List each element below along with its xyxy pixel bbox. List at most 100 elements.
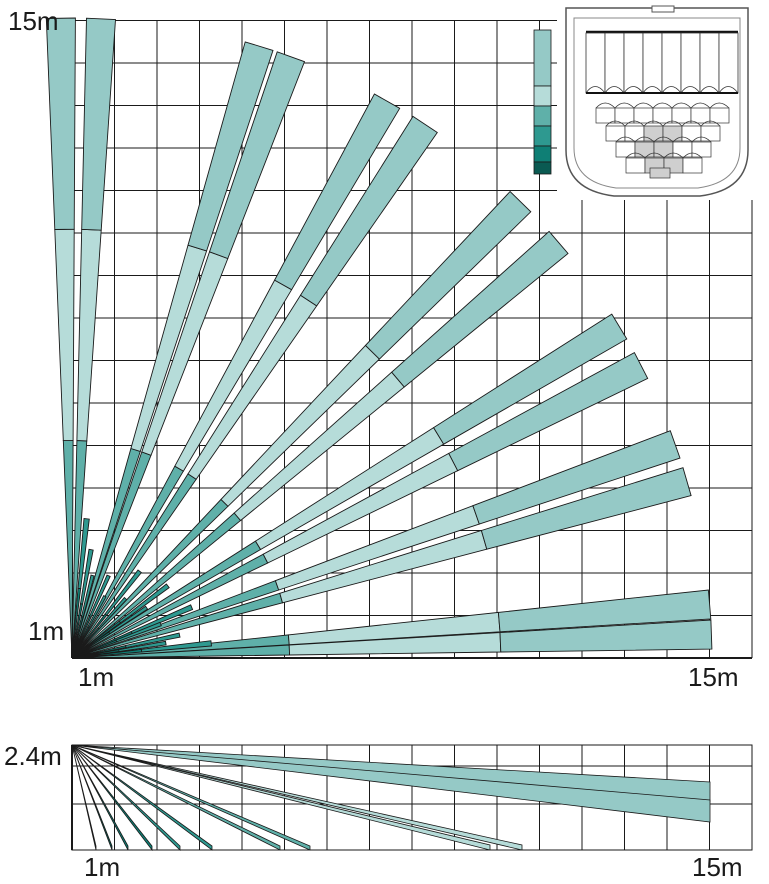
beam-segment-close-outer <box>130 604 194 635</box>
legend-swatch <box>533 85 552 107</box>
lens-zone-cell <box>595 107 616 124</box>
lens-zone-arc <box>634 136 655 143</box>
side-x-max-label: 15m <box>692 852 743 882</box>
beam-segment-close-outer <box>115 621 162 643</box>
color-legend <box>533 29 552 175</box>
beam-segment-far <box>81 17 116 231</box>
lens-facet <box>585 32 606 94</box>
legend-swatch <box>533 105 552 127</box>
lens-zone-cell <box>682 157 703 174</box>
lens-center-cell <box>649 167 671 179</box>
lens-inner-outline <box>573 17 741 189</box>
lens-facet-arc <box>642 86 663 94</box>
beam-segment-far <box>391 230 569 388</box>
lens-zone-cell <box>690 107 711 124</box>
lens-facet <box>661 32 682 94</box>
beam-segment-far <box>448 351 649 472</box>
side-x-min-label: 1m <box>84 852 120 882</box>
lens-zone-arc <box>681 120 702 127</box>
lens-zone-arc <box>615 136 636 143</box>
lens-zone-cell <box>691 141 712 158</box>
top-view: 15m 1m 1m 15m <box>8 0 757 692</box>
side-beam-mid-2 <box>71 744 491 851</box>
side-beam-near-1 <box>71 744 311 851</box>
beam-segment-close-outer <box>125 632 181 649</box>
lens-zone-cell <box>614 107 635 124</box>
lens-facet <box>699 32 720 94</box>
lens-facet-arc <box>585 86 606 94</box>
lens-zone-arc <box>682 152 703 159</box>
beam-segment-close-outer <box>79 548 94 605</box>
lens-zone-cell <box>700 125 721 142</box>
lens-zone-arc <box>672 136 693 143</box>
side-beam-far-2 <box>71 744 711 823</box>
beam-segment-mid <box>76 228 102 442</box>
beam-segment-close-outer <box>80 574 95 618</box>
legend-swatch <box>533 125 552 147</box>
side-view-beams <box>71 744 711 852</box>
beam-segment-close-outer <box>97 596 128 630</box>
height-label: 2.4m <box>4 741 62 771</box>
lens-facet <box>642 32 663 94</box>
side-beam-darkest-2 <box>71 744 97 851</box>
lens-zone-cell <box>625 157 646 174</box>
legend-swatch <box>533 145 552 163</box>
beam-segment-far <box>273 93 401 291</box>
side-view: 2.4m 1m 15m <box>4 741 753 882</box>
lens-zone-arc <box>624 120 645 127</box>
lens-inset-diagram <box>557 0 757 200</box>
lens-facet <box>680 32 701 94</box>
lens-facet <box>718 32 739 94</box>
side-beam-closest-2 <box>71 744 129 851</box>
lens-zone-cell <box>653 141 674 158</box>
side-beam-close-1 <box>71 744 213 851</box>
beam-segment-close-outer <box>118 583 170 624</box>
y-min-label: 1m <box>28 616 64 646</box>
lens-zone-arc <box>633 102 654 109</box>
y-max-label: 15m <box>8 6 59 36</box>
beam-segment-far <box>187 41 274 252</box>
beam-segment-near <box>62 439 74 659</box>
beam-segment-far <box>299 115 438 307</box>
beam-segment-close-outer <box>87 594 107 628</box>
lens-zone-cell <box>671 107 692 124</box>
lens-facet-arc <box>604 86 625 94</box>
beam-segment-mid <box>130 244 208 452</box>
lens-zone-cell <box>634 141 655 158</box>
lens-zone-cell <box>652 107 673 124</box>
lens-zone-cell <box>709 107 730 124</box>
beam-segment-far <box>499 619 713 653</box>
side-beam-closest-1 <box>71 744 153 852</box>
beam-segment-far <box>432 313 628 445</box>
side-beam-darkest-1 <box>71 744 113 851</box>
x-min-label: 1m <box>78 662 114 692</box>
lens-tab <box>651 5 675 13</box>
side-beam-close-2 <box>71 744 181 851</box>
beam-segment-close-outer <box>77 518 90 589</box>
lens-facet-arc <box>718 86 739 94</box>
lens-facet-arc <box>699 86 720 94</box>
lens-zone-arc <box>605 120 626 127</box>
lens-zone-arc <box>595 102 616 109</box>
legend-swatch <box>533 29 552 87</box>
beam-segment-far <box>472 430 681 525</box>
lens-zone-cell <box>624 125 645 142</box>
side-beam-mid-1 <box>71 744 523 851</box>
lens-zone-arc <box>671 102 692 109</box>
lens-zone-arc <box>625 152 646 159</box>
lens-zone-arc <box>643 120 664 127</box>
lens-zone-cell <box>615 141 636 158</box>
lens-zone-cell <box>643 125 664 142</box>
lens-zone-arc <box>614 102 635 109</box>
lens-zone-arc <box>663 152 684 159</box>
beam-segment-far <box>480 467 692 550</box>
beam-segment-mid <box>54 228 75 442</box>
beam-segment-close-outer <box>108 605 149 635</box>
lens-zone-arc <box>652 102 673 109</box>
lens-zone-arc <box>662 120 683 127</box>
legend-swatch <box>533 161 552 175</box>
lens-zone-cell <box>605 125 626 142</box>
beam-segment-close-outer <box>104 569 143 616</box>
lens-zone-arc <box>690 102 711 109</box>
